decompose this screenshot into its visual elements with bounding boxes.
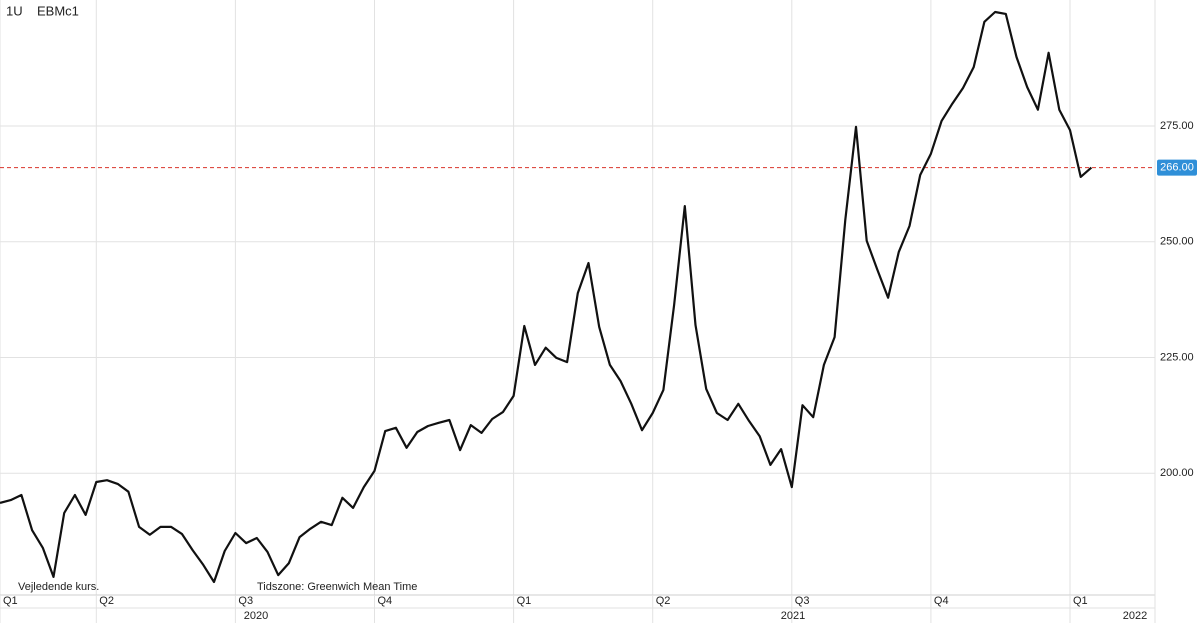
x-tick-label: Q4 <box>934 595 949 607</box>
x-tick-label: Q1 <box>1073 595 1088 607</box>
x-tick-label: Q3 <box>795 595 810 607</box>
year-label: 2021 <box>781 610 805 622</box>
overlay: 200.00 225.00 250.00 275.00 Q1 Q2 Q3 Q4 Q1 Q2 Q3 Q4… <box>0 10 1197 623</box>
footnote: Vejledende kurs. <box>18 581 99 593</box>
y-tick-label: 225.00 <box>1160 351 1194 363</box>
price-line <box>0 10 1093 584</box>
x-tick-label: Q4 <box>378 595 393 607</box>
year-label: 2020 <box>244 610 268 622</box>
y-tick-label: 275.00 <box>1160 120 1194 132</box>
current-price-label: 266.00 <box>1160 162 1194 174</box>
year-label: 2022 <box>1123 610 1147 622</box>
y-tick-label: 250.00 <box>1160 236 1194 248</box>
x-tick-label: Q2 <box>99 595 114 607</box>
interval: 1U <box>6 3 23 18</box>
y-tick-label: 200.00 <box>1160 467 1194 479</box>
x-tick-label: Q3 <box>238 595 253 607</box>
symbol: EBMc1 <box>37 3 79 18</box>
x-tick-label: Q1 <box>3 595 18 607</box>
current-price-badge <box>1157 159 1197 176</box>
timezone: Tidszone: Greenwich Mean Time <box>257 581 417 593</box>
x-tick-label: Q2 <box>656 595 671 607</box>
x-tick-label: Q1 <box>517 595 532 607</box>
